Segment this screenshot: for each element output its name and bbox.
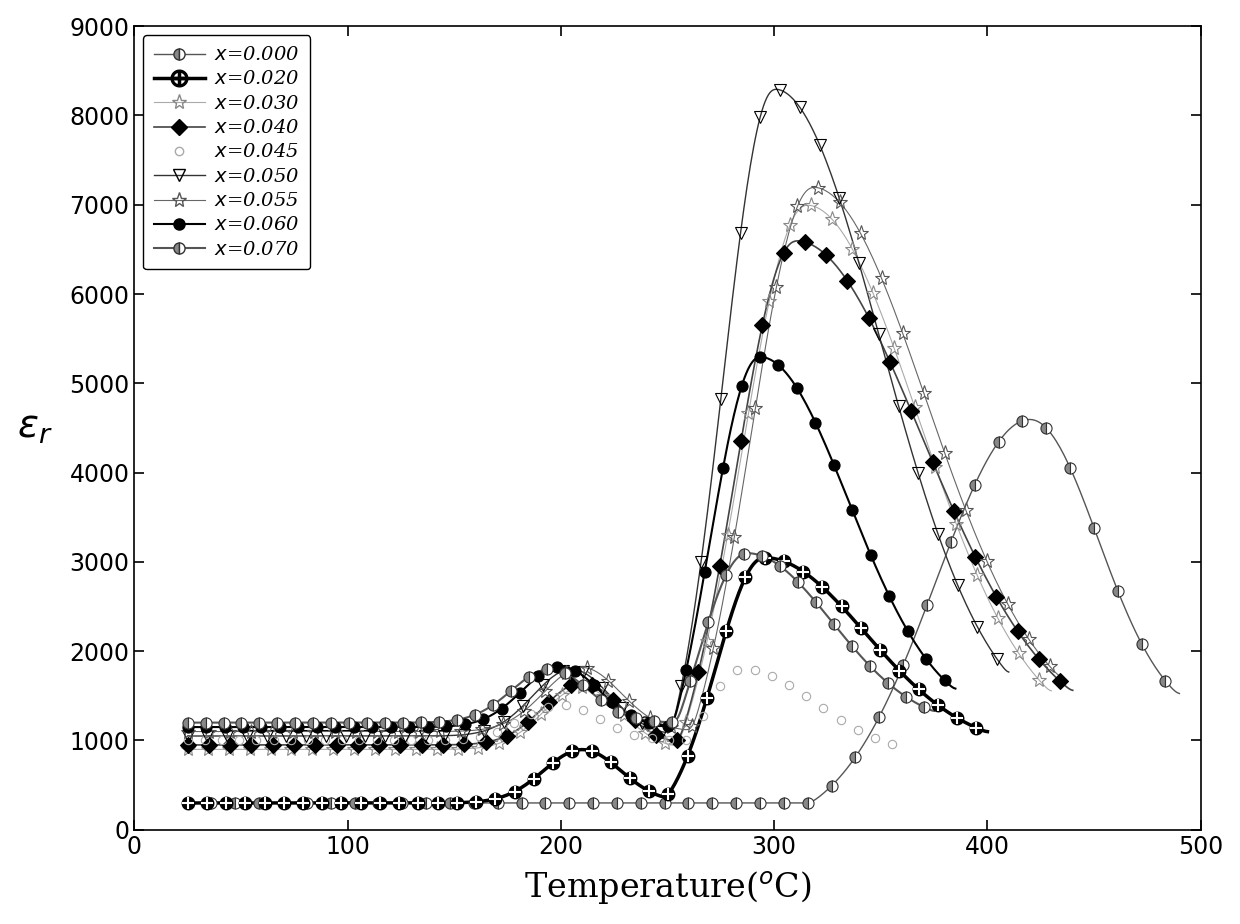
Legend: $x$=0.000, $x$=0.020, $x$=0.030, $x$=0.040, $x$=0.045, $x$=0.050, $x$=0.055, $x$: $x$=0.000, $x$=0.020, $x$=0.030, $x$=0.0… bbox=[144, 35, 310, 270]
Y-axis label: $\varepsilon_r$: $\varepsilon_r$ bbox=[16, 409, 52, 446]
X-axis label: Temperature($^o$C): Temperature($^o$C) bbox=[523, 869, 811, 907]
